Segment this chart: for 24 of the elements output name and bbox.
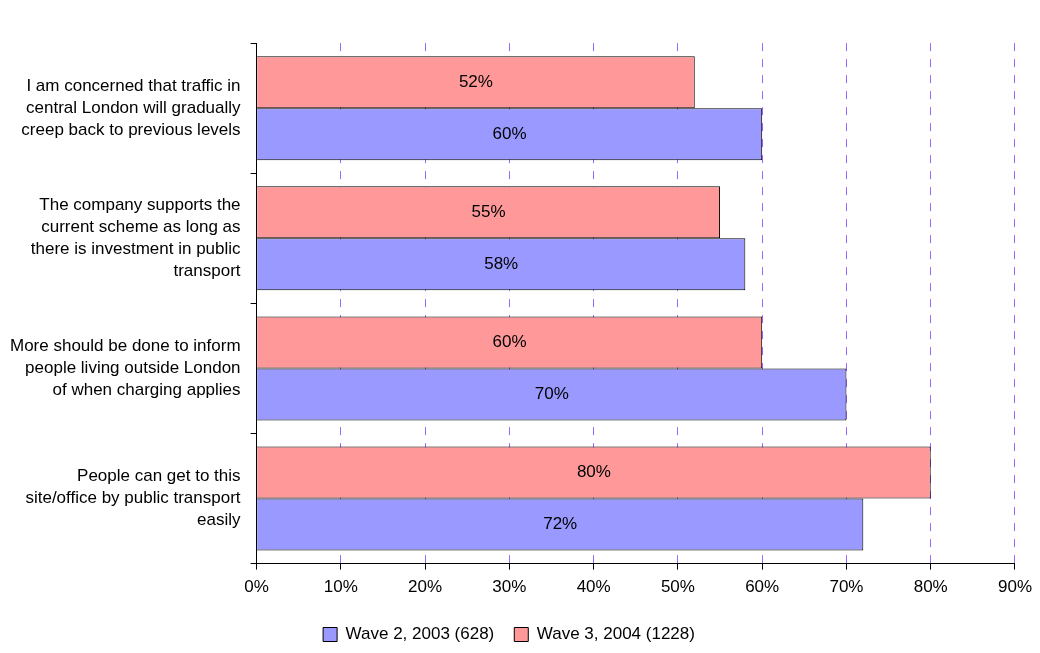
data-label: 58% <box>484 254 519 274</box>
y-tick-label: The company supports the current scheme as long as there is investment in public transport <box>30 194 242 281</box>
x-tick-label: 70% <box>829 577 864 597</box>
data-label: 72% <box>543 514 578 534</box>
y-tick-label: People can get to this site/office by public transport easily <box>25 466 242 530</box>
x-tick-label: 0% <box>244 577 269 597</box>
x-tick-label: 90% <box>997 577 1032 597</box>
data-label: 55% <box>471 201 506 221</box>
x-tick-label: 30% <box>492 577 527 597</box>
legend-label: Wave 3, 2004 (1228) <box>536 624 695 644</box>
y-tick-label: More should be done to inform people living outside London of when charging applies <box>9 336 241 400</box>
x-tick-label: 40% <box>576 577 611 597</box>
x-tick-label: 50% <box>660 577 695 597</box>
data-label: 60% <box>492 332 527 352</box>
legend-label: Wave 2, 2003 (628) <box>345 624 495 644</box>
data-label: 52% <box>458 71 493 91</box>
x-tick-label: 10% <box>323 577 358 597</box>
data-label: 80% <box>576 462 611 482</box>
x-tick-label: 20% <box>408 577 443 597</box>
x-tick-label: 60% <box>745 577 780 597</box>
data-label: 70% <box>534 384 569 404</box>
y-tick-label: I am concerned that traffic in central London will gradually creep back to previous levels <box>21 75 242 139</box>
data-label: 60% <box>492 123 527 143</box>
x-tick-label: 80% <box>913 577 948 597</box>
